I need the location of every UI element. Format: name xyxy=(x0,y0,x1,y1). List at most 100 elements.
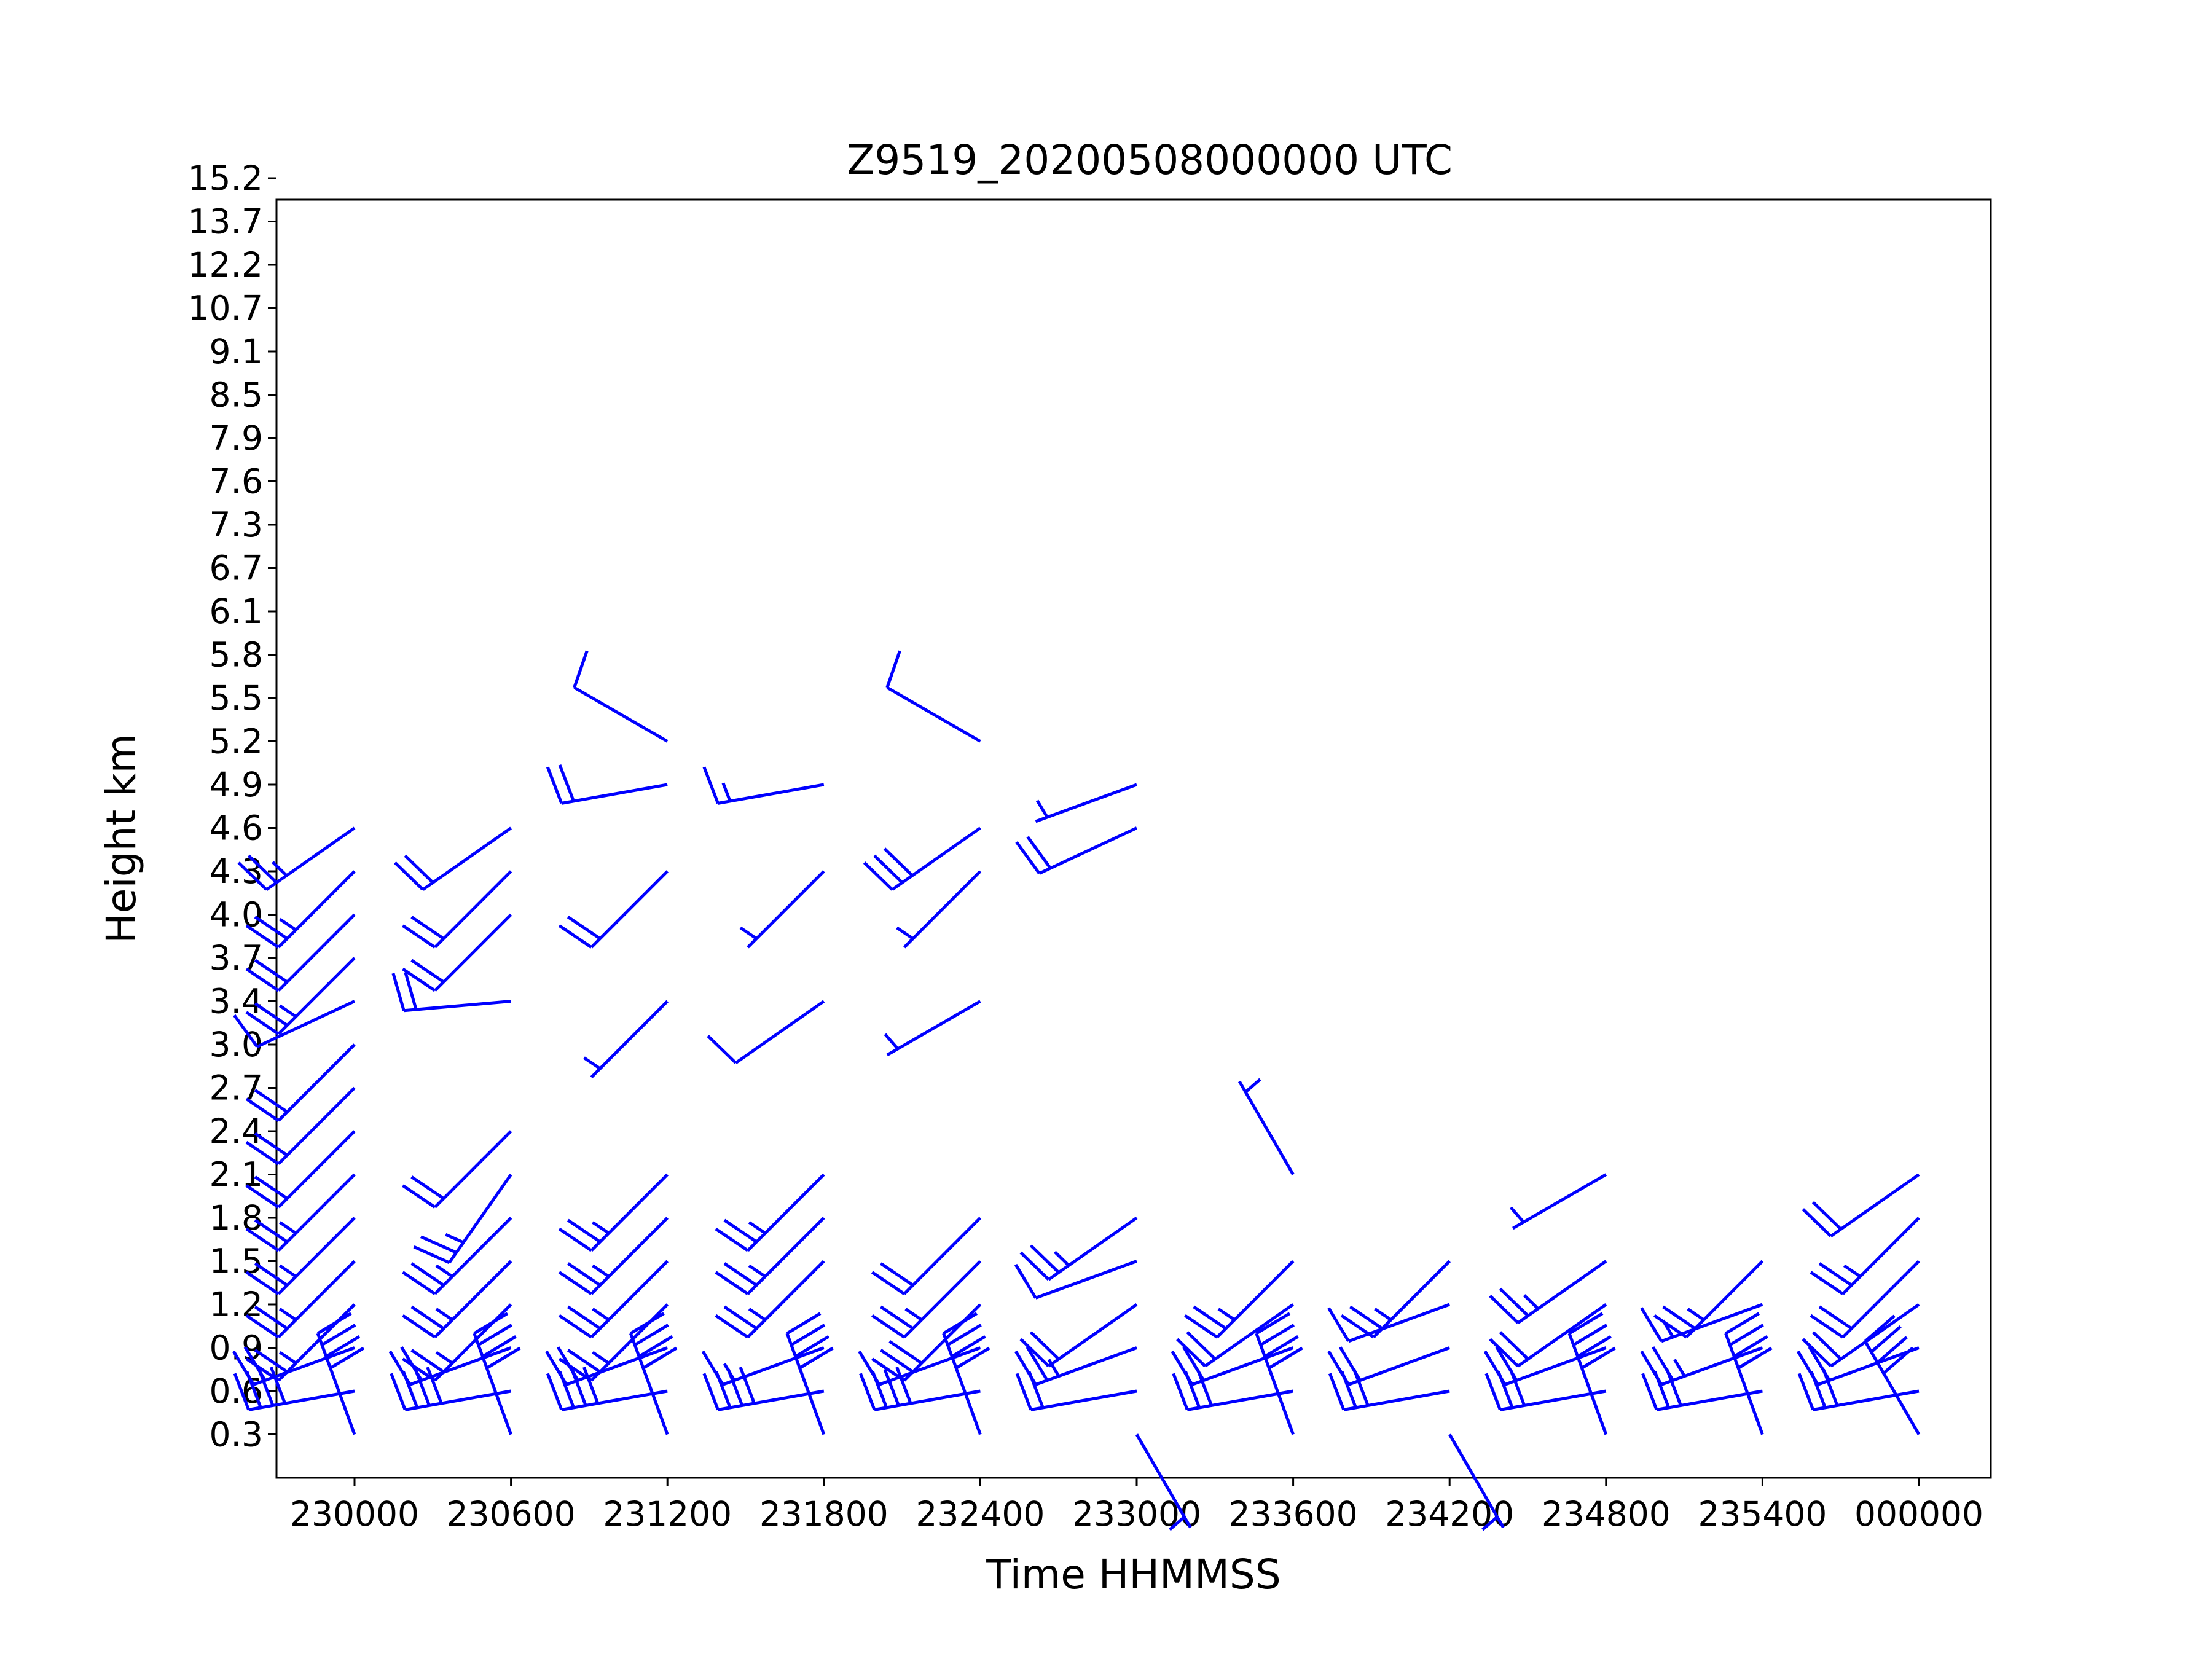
barb-staff xyxy=(1504,1346,1607,1386)
barb-full xyxy=(1818,1305,1853,1330)
wind-barb xyxy=(245,1086,356,1166)
barb-full xyxy=(1811,1331,1842,1360)
barb-staff xyxy=(1255,1333,1295,1435)
barb-full xyxy=(247,854,278,884)
y-tick-label: 13.7 xyxy=(188,202,263,241)
barb-full xyxy=(1797,1373,1814,1411)
barb-full xyxy=(1029,1244,1060,1274)
barb-staff xyxy=(1216,1260,1295,1339)
y-tick-label: 15.2 xyxy=(188,159,263,198)
wind-barb xyxy=(316,1312,365,1435)
barb-full xyxy=(715,1314,749,1339)
wind-barb xyxy=(1509,1173,1607,1230)
barb-full xyxy=(1808,1346,1831,1381)
x-tick-label: 233000 xyxy=(1072,1494,1201,1534)
barb-full xyxy=(477,1324,513,1346)
y-tick-label: 5.8 xyxy=(210,635,263,675)
barb-full xyxy=(871,1271,906,1295)
y-tick-label: 7.9 xyxy=(210,418,263,458)
wind-barb xyxy=(1176,1303,1295,1368)
wind-barb xyxy=(558,1260,669,1339)
barb-staff xyxy=(886,1000,981,1057)
wind-barb xyxy=(473,1312,521,1435)
barb-full xyxy=(1019,1251,1050,1281)
barb-full xyxy=(642,1346,678,1370)
barb-full xyxy=(1818,1262,1853,1287)
barb-staff xyxy=(1030,1389,1137,1411)
barb-half xyxy=(445,1233,465,1244)
barb-full xyxy=(1268,1346,1303,1370)
barb-full xyxy=(883,1368,900,1406)
wind-barb xyxy=(245,1130,356,1209)
barb-staff xyxy=(903,1303,982,1382)
barb-staff xyxy=(404,1389,512,1411)
barb-staff xyxy=(256,1000,356,1048)
barb-full xyxy=(1729,1324,1764,1346)
barb-full xyxy=(790,1324,826,1346)
x-tick-label: 231200 xyxy=(603,1494,732,1534)
barb-half xyxy=(592,1308,610,1322)
plot-frame xyxy=(275,198,1992,1479)
x-tick-label: 232400 xyxy=(916,1494,1045,1534)
barb-half xyxy=(592,1351,610,1365)
barb-full xyxy=(232,1350,255,1386)
barb-staff xyxy=(590,1217,669,1295)
barb-full xyxy=(786,1312,822,1335)
barb-staff xyxy=(735,1000,825,1064)
barb-staff xyxy=(747,870,825,949)
barb-half xyxy=(721,782,732,802)
barb-full xyxy=(567,1262,601,1287)
wind-barb xyxy=(402,1260,512,1339)
barb-half xyxy=(723,1363,736,1381)
barb-staff xyxy=(1830,1303,1920,1368)
barb-full xyxy=(701,1350,724,1386)
barb-full xyxy=(1327,1350,1350,1386)
barb-full xyxy=(254,959,288,984)
barb-staff xyxy=(277,1303,356,1382)
barb-full xyxy=(1029,1331,1060,1360)
wind-barb xyxy=(245,1260,356,1339)
barb-staff xyxy=(747,1260,825,1339)
barb-full xyxy=(402,1357,436,1382)
wind-barb xyxy=(885,650,981,743)
barb-staff xyxy=(903,870,982,949)
barb-full xyxy=(254,1132,288,1157)
barb-half xyxy=(592,1221,610,1235)
wind-barb xyxy=(715,1260,825,1339)
barb-full xyxy=(254,1002,288,1027)
wind-barb xyxy=(1864,1314,1921,1435)
barb-staff xyxy=(590,1260,669,1339)
y-tick-label: 2.4 xyxy=(210,1112,263,1151)
barb-full xyxy=(1652,1346,1674,1381)
barb-full xyxy=(951,1335,986,1358)
barb-full xyxy=(426,1367,443,1404)
barb-full xyxy=(410,1175,445,1200)
wind-barb xyxy=(1035,783,1137,823)
barb-half xyxy=(1843,1264,1861,1278)
barb-staff xyxy=(434,913,512,992)
barb-full xyxy=(1499,1287,1529,1317)
wind-barb xyxy=(245,913,356,992)
barb-full xyxy=(1328,1373,1346,1411)
barb-staff xyxy=(1237,1080,1295,1175)
wind-barb xyxy=(863,826,981,891)
barb-full xyxy=(394,861,424,891)
wind-barb xyxy=(1019,1303,1138,1368)
barb-full xyxy=(402,924,436,949)
wind-barb xyxy=(702,1367,825,1411)
barb-half xyxy=(748,1308,766,1322)
y-axis: 0.30.60.91.21.51.82.12.42.73.03.43.74.04… xyxy=(188,159,276,1454)
barb-staff xyxy=(434,1130,512,1209)
wind-barb xyxy=(1796,1346,1920,1386)
barb-staff xyxy=(903,1260,982,1339)
barb-full xyxy=(245,1314,280,1339)
barb-full xyxy=(1026,1346,1049,1381)
barb-staff xyxy=(253,1346,355,1386)
barb-full xyxy=(1176,1338,1206,1368)
barb-staff xyxy=(1035,1346,1137,1386)
barb-full xyxy=(404,854,434,884)
barb-half xyxy=(748,1221,766,1235)
y-tick-label: 4.6 xyxy=(210,809,263,848)
wind-barb xyxy=(1489,1260,1607,1324)
barb-staff xyxy=(1567,1333,1608,1435)
